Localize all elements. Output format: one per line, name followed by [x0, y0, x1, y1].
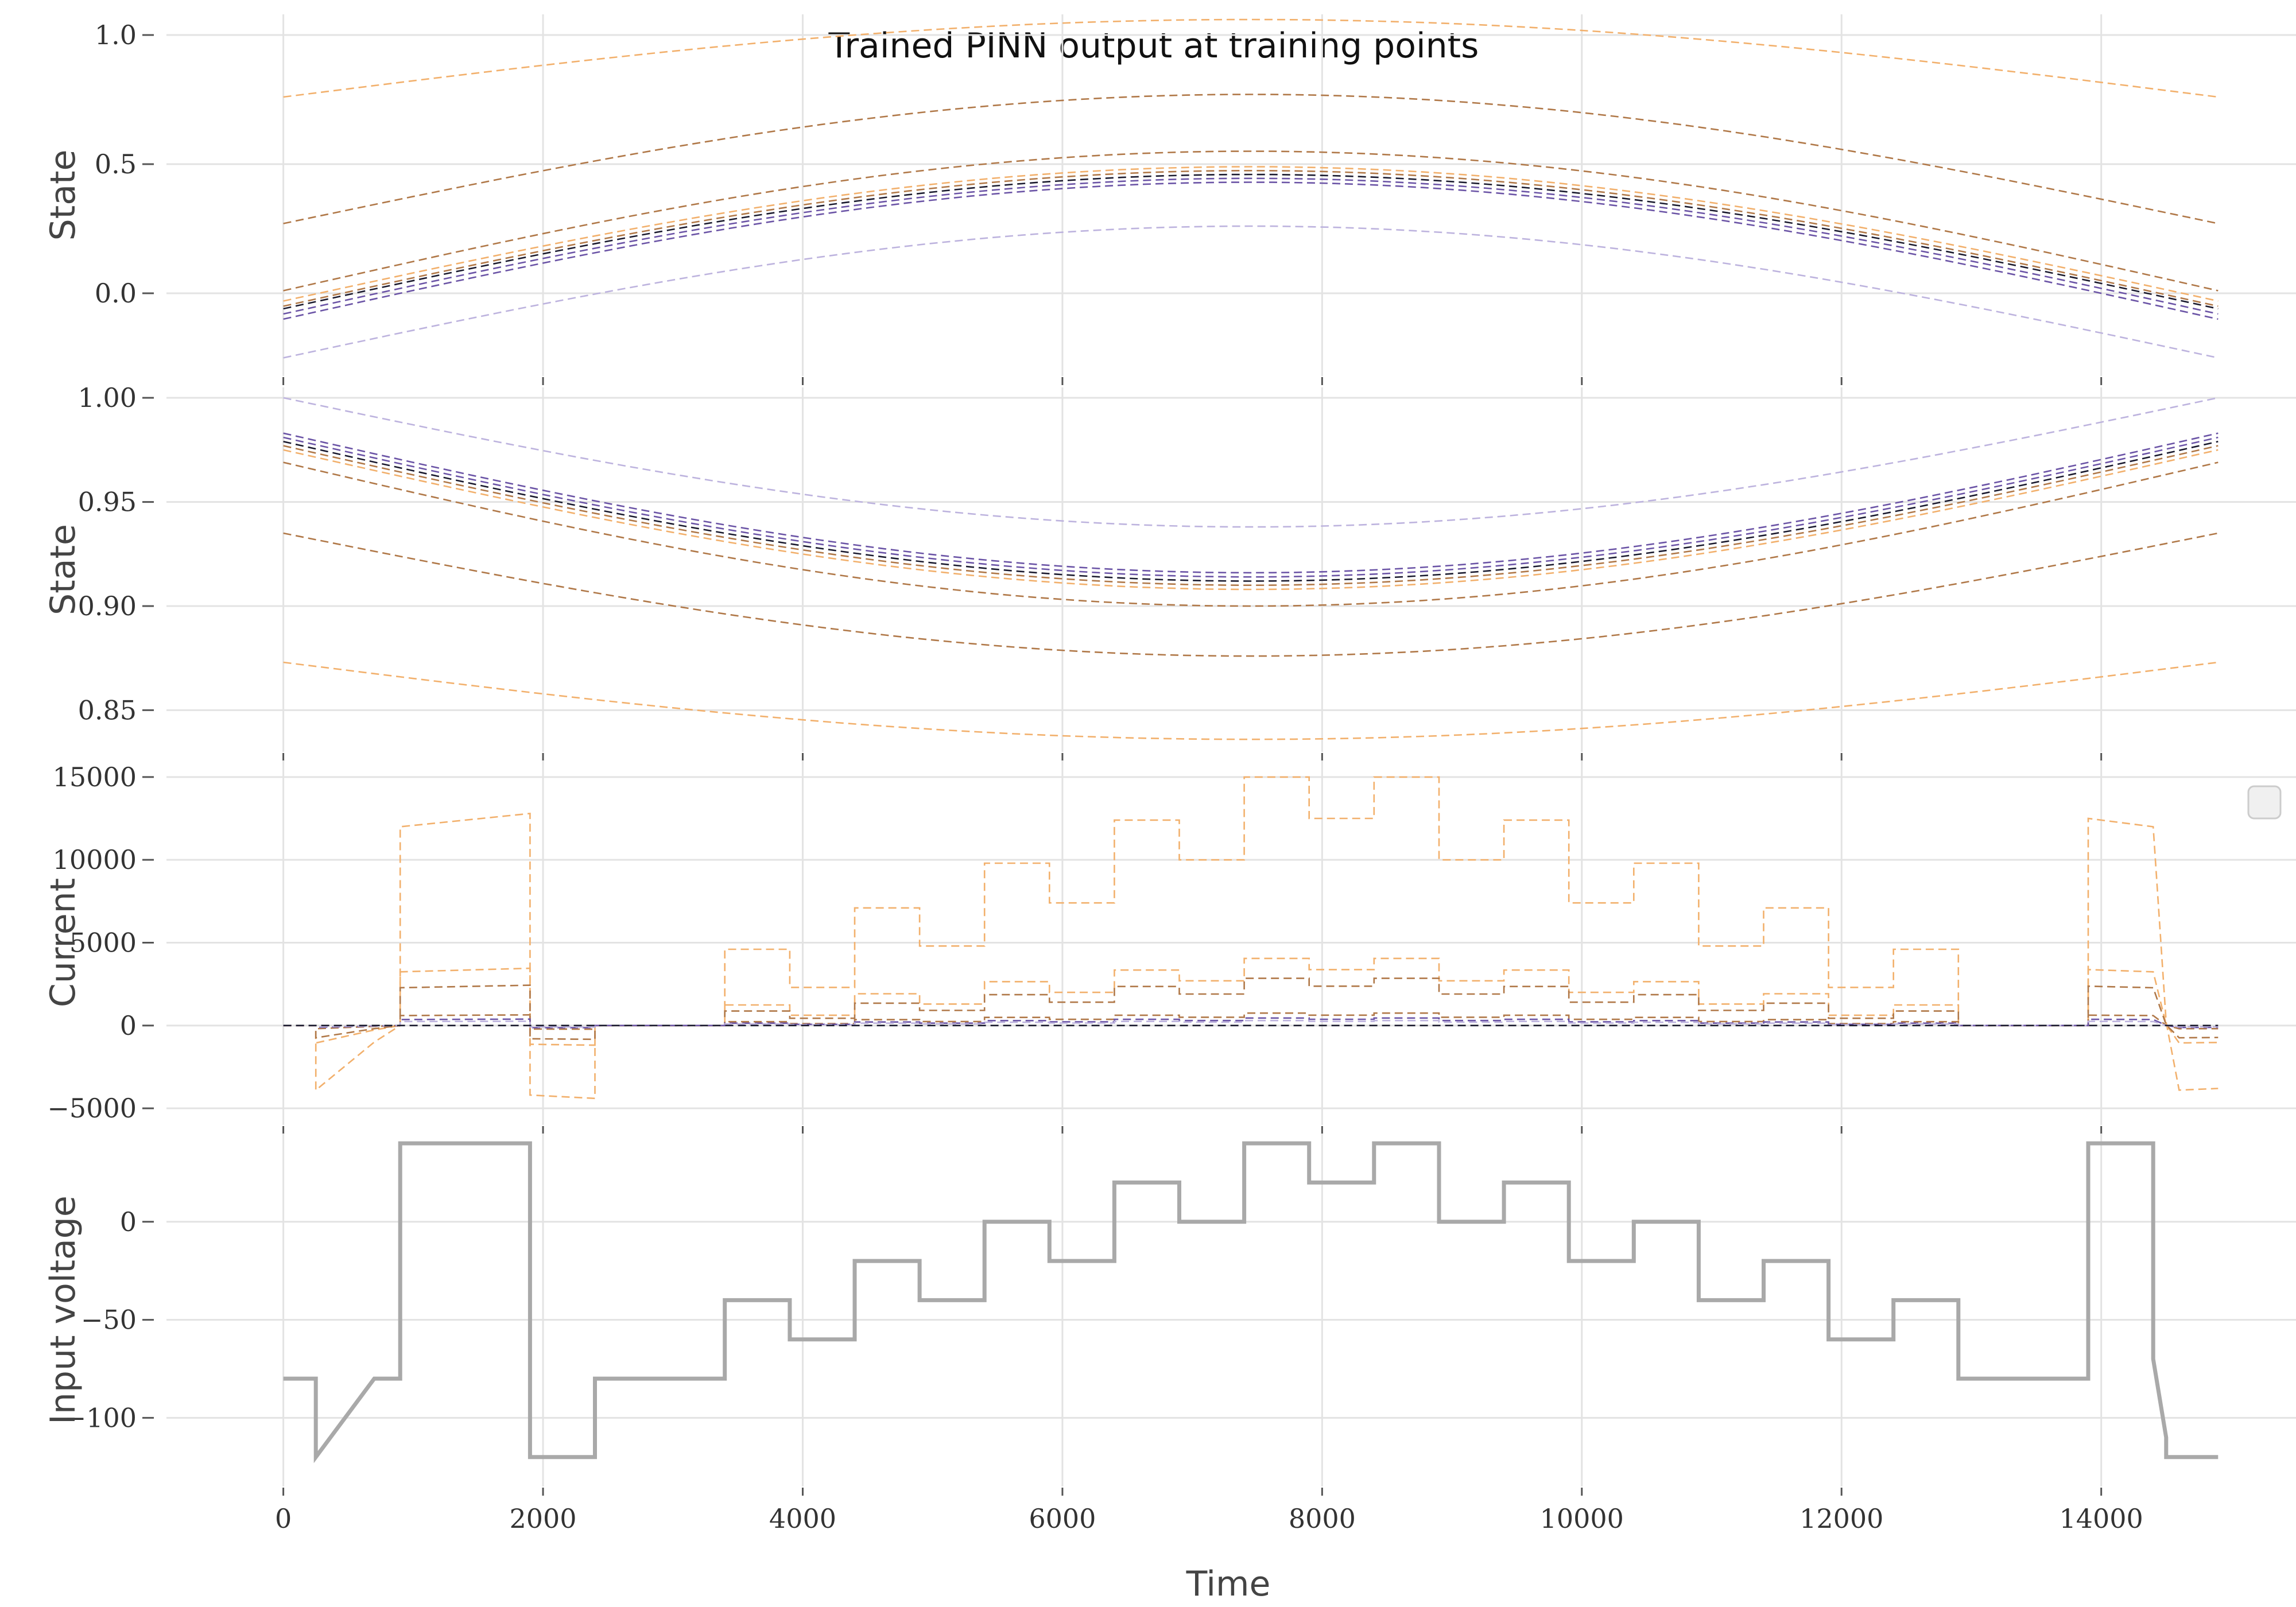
- chart-title: Trained PINN output at training points: [828, 26, 1479, 66]
- x-tick-label: 6000: [1029, 1503, 1096, 1534]
- panel-current: −5000 0 5000 10000 15000 Current: [43, 760, 2296, 1134]
- x-tick-label: 8000: [1289, 1503, 1356, 1534]
- series-line: [283, 776, 2219, 1100]
- y-axis-label: Input voltage: [43, 1195, 83, 1424]
- series-line: [283, 977, 2219, 1041]
- series-line: [283, 957, 2219, 1046]
- x-tick-label: 14000: [2059, 1503, 2143, 1534]
- series-line: [283, 397, 2219, 528]
- series-line: [283, 181, 2219, 320]
- series-line: [283, 1017, 2219, 1028]
- series-line: [283, 150, 2219, 292]
- series-line: [283, 177, 2219, 315]
- x-tick-label: 10000: [1540, 1503, 1624, 1534]
- y-tick-label: −5000: [47, 1093, 137, 1124]
- series-line: [283, 94, 2219, 224]
- series-line: [283, 445, 2219, 587]
- series-line: [283, 225, 2219, 359]
- y-tick-label: 5000: [69, 927, 137, 958]
- y-tick-label: 1.00: [78, 382, 137, 413]
- series-line: [283, 173, 2219, 310]
- y-axis-label: State: [43, 150, 83, 241]
- series-line: [283, 461, 2219, 607]
- y-tick-label: 10000: [53, 844, 137, 875]
- y-tick-label: 0: [120, 1206, 137, 1237]
- series-line: [283, 441, 2219, 582]
- y-tick-label: 0.85: [78, 694, 137, 725]
- y-tick-label: −50: [81, 1305, 137, 1336]
- series-line: [283, 18, 2219, 98]
- y-tick-label: 0.5: [95, 149, 137, 180]
- series-line: [283, 432, 2219, 574]
- y-axis-label: Current: [43, 878, 83, 1007]
- y-tick-label: 0.0: [95, 278, 137, 309]
- x-tick-label: 4000: [769, 1503, 836, 1534]
- x-axis-ticks: 0 2000 4000 6000 8000 10000 12000 14000: [275, 1488, 2143, 1534]
- x-axis-label: Time: [1186, 1564, 1271, 1604]
- y-tick-label: 0.90: [78, 591, 137, 622]
- y-tick-label: −100: [64, 1402, 137, 1433]
- legend-box: [2247, 785, 2282, 820]
- y-tick-label: 0: [120, 1010, 137, 1041]
- y-axis-label: State: [43, 524, 83, 615]
- x-tick-label: 0: [275, 1503, 292, 1534]
- series-line: [283, 169, 2219, 307]
- x-tick-label: 2000: [509, 1503, 576, 1534]
- series-line: [283, 436, 2219, 578]
- y-tick-label: 1.0: [95, 20, 137, 51]
- series-line: [283, 661, 2219, 740]
- panel-input-voltage: −100 −50 0 Input voltage: [43, 1134, 2296, 1486]
- panel-state-lower: 0.85 0.90 0.95 1.00 State: [43, 382, 2296, 761]
- series-line: [283, 449, 2219, 591]
- panel-state-upper: 0.0 0.5 1.0 State: [43, 14, 2296, 385]
- y-tick-label: 0.95: [78, 487, 137, 518]
- series-line: [283, 166, 2219, 302]
- series-line: [283, 1141, 2219, 1464]
- x-tick-label: 12000: [1799, 1503, 1883, 1534]
- series-line: [283, 1012, 2219, 1030]
- y-tick-label: 15000: [53, 762, 137, 793]
- series-line: [283, 532, 2219, 657]
